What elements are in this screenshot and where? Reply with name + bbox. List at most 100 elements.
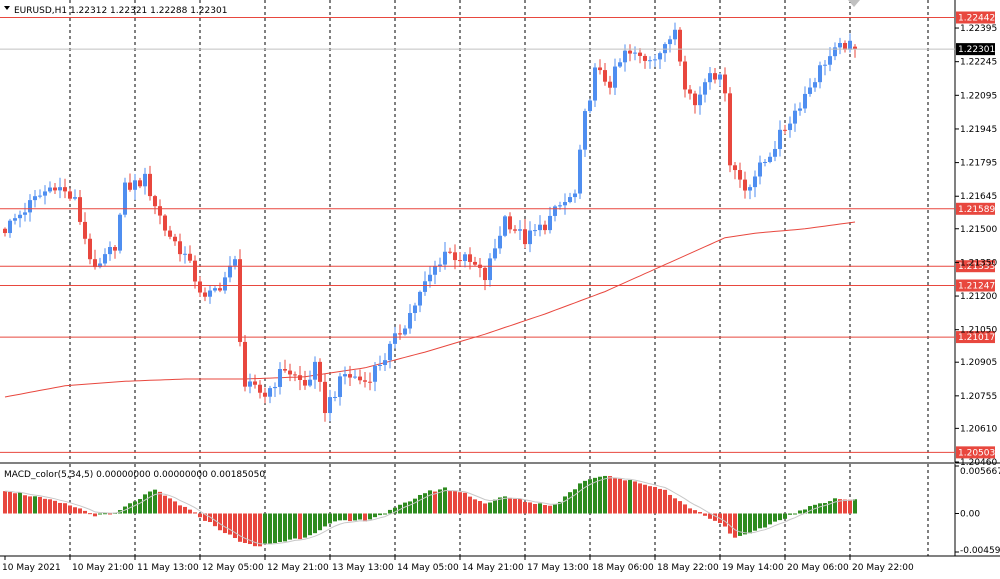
price-tick-label: 1.21200: [960, 292, 997, 302]
candle-body: [153, 196, 157, 207]
macd-bar: [713, 513, 717, 521]
macd-bar: [263, 513, 267, 545]
macd-axis-ticks: 0.0056679 0.00 -0.0045945: [955, 465, 1000, 556]
candle: [378, 355, 382, 371]
macd-bar: [418, 494, 422, 514]
candle: [493, 238, 497, 261]
candle: [258, 380, 262, 399]
candle-body: [208, 290, 212, 297]
candle: [388, 341, 392, 369]
candle: [618, 58, 622, 68]
candle-body: [223, 277, 227, 291]
macd-bar: [653, 486, 657, 514]
candle-body: [843, 42, 847, 50]
macd-bar: [388, 509, 392, 514]
macd-bar: [708, 513, 712, 519]
level-price-label: 1.21017: [958, 333, 995, 343]
candle: [483, 266, 487, 291]
candle: [163, 214, 167, 237]
candle: [768, 152, 772, 164]
candle-body: [513, 229, 517, 231]
candle: [323, 373, 327, 422]
macd-bar: [283, 513, 287, 542]
candle: [363, 372, 367, 388]
candle-body: [493, 248, 497, 259]
time-tick-label: 13 May 13:00: [332, 563, 394, 573]
candle-body: [18, 214, 22, 219]
candle-body: [613, 66, 617, 88]
candle-body: [248, 381, 252, 387]
macd-bar: [533, 504, 537, 514]
macd-bar: [273, 513, 277, 544]
signal-line: [4, 477, 856, 545]
candle-body: [648, 60, 652, 62]
candle: [33, 189, 37, 208]
candle: [158, 199, 162, 225]
macd-bar: [728, 513, 732, 534]
scroll-indicator-icon[interactable]: [848, 0, 860, 7]
macd-bar: [338, 513, 342, 521]
candle-body: [703, 82, 707, 95]
candle: [418, 290, 422, 313]
candle: [698, 86, 702, 115]
macd-bar: [228, 513, 232, 535]
macd-bar: [683, 504, 687, 514]
macd-bar: [68, 505, 72, 514]
candle: [233, 255, 237, 270]
time-tick-label: 10 May 2021: [2, 563, 61, 573]
candle-body: [768, 156, 772, 162]
candle: [753, 170, 757, 198]
macd-bar: [188, 509, 192, 514]
macd-bar: [358, 513, 362, 520]
candle: [143, 167, 147, 195]
level-price-label: 1.20503: [958, 448, 995, 458]
candle-body: [448, 251, 452, 253]
candle: [773, 140, 777, 162]
candle-body: [258, 384, 262, 393]
candle-body: [523, 229, 527, 245]
candle: [308, 370, 312, 388]
macd-bar: [798, 510, 802, 514]
candle: [83, 212, 87, 245]
macd-bar: [573, 489, 577, 514]
time-tick-label: 12 May 21:00: [267, 563, 329, 573]
macd-bar: [853, 499, 857, 514]
candle: [228, 256, 232, 283]
candle: [813, 77, 817, 92]
level-price-tag: [956, 202, 995, 215]
macd-bar: [83, 510, 87, 514]
candle-body: [3, 228, 7, 234]
macd-bar: [198, 513, 202, 518]
candle: [503, 215, 507, 238]
candle: [168, 225, 172, 240]
candle-body: [213, 288, 217, 291]
candle: [28, 194, 32, 222]
level-price-tag: [956, 279, 995, 292]
candle-body: [33, 196, 37, 201]
candle: [458, 251, 462, 266]
candle-body: [288, 370, 292, 375]
macd-bar: [78, 508, 82, 514]
candle-body: [203, 292, 207, 297]
time-tick-label: 19 May 14:00: [722, 563, 784, 573]
candle-body: [238, 259, 242, 342]
macd-bar: [818, 503, 822, 514]
candle-body: [263, 392, 267, 397]
macd-bar: [423, 493, 427, 514]
horizontal-levels[interactable]: 1.22442 1.21589 1.21333 1.21247 1.21017 1.205…: [0, 11, 995, 459]
candle-body: [188, 253, 192, 261]
candle: [513, 225, 517, 234]
macd-bar: [738, 513, 742, 536]
macd-bar: [563, 496, 567, 514]
candle-body: [698, 94, 702, 106]
candle: [583, 108, 587, 157]
time-tick-label: 12 May 05:00: [202, 563, 264, 573]
candle-body: [468, 254, 472, 262]
header-collapse-triangle-icon[interactable]: [4, 6, 10, 10]
macd-bar: [668, 494, 672, 514]
candle-body: [618, 62, 622, 67]
candle: [623, 44, 627, 72]
macd-bar: [648, 486, 652, 514]
candle: [838, 37, 842, 55]
